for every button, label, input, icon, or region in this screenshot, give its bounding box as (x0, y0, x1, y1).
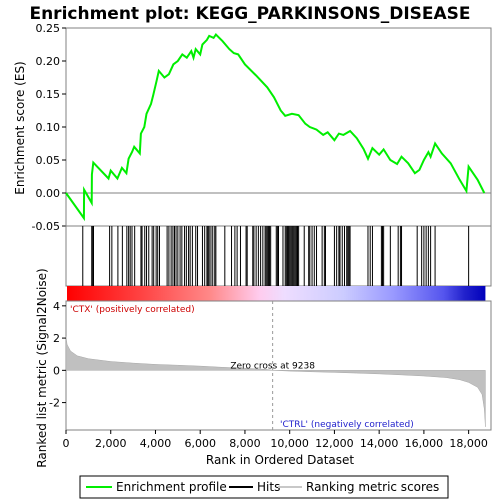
enrichment-panel: 0.25 0.20 0.15 0.10 0.05 0.00 -0.05 Enrichment… (13, 22, 492, 233)
es-y-axis-label: Enrichment score (ES) (13, 61, 27, 194)
legend-box (79, 475, 449, 499)
es-y-tick-label: 0.10 (36, 121, 61, 134)
legend-label-ranking-metric-scores: Ranking metric scores (306, 480, 439, 494)
x-tick-label: 0 (63, 437, 70, 450)
legend-item-hits: Hits (229, 480, 280, 494)
metric-y-tick-label: 0 (53, 364, 60, 377)
es-y-tick-label: 0.25 (36, 22, 61, 35)
zero-cross-label: Zero cross at 9238 (230, 361, 315, 371)
x-tick-label: 14,000 (360, 437, 399, 450)
metric-y-ticks: 4 2 0 -2 (49, 300, 66, 410)
metric-y-tick-label: 2 (53, 332, 60, 345)
legend-item-enrichment-profile: Enrichment profile (86, 480, 227, 494)
metric-y-tick-label: -2 (49, 397, 60, 410)
ranked-metric-area (65, 336, 486, 427)
es-y-tick-label: 0.05 (36, 154, 61, 167)
rank-colorbar (67, 286, 486, 301)
hits-panel (65, 225, 492, 287)
x-tick-label: 10,000 (270, 437, 309, 450)
x-axis-label: Rank in Ordered Dataset (206, 453, 354, 467)
x-tick-label: 16,000 (405, 437, 444, 450)
legend-item-ranking-metric-scores: Ranking metric scores (278, 480, 439, 494)
legend-label-enrichment-profile: Enrichment profile (116, 480, 227, 494)
hit-markers (82, 226, 470, 286)
legend: Enrichment profile Hits Ranking metric s… (79, 475, 449, 499)
x-tick-label: 4,000 (140, 437, 172, 450)
metric-y-tick-label: 4 (53, 300, 60, 313)
x-axis: 0 2,000 4,000 6,000 8,000 10,000 12,000 14,000 1… (63, 430, 488, 467)
es-y-tick-label: -0.05 (32, 220, 60, 233)
x-tick-label: 8,000 (229, 437, 261, 450)
metric-y-axis-label: Ranked list metric (Signal2Noise) (35, 268, 49, 467)
enrichment-profile-line (65, 33, 486, 222)
es-y-tick-label: 0.15 (36, 88, 61, 101)
es-y-tick-label: 0.00 (36, 187, 61, 200)
x-tick-label: 12,000 (315, 437, 354, 450)
negative-correlation-label: 'CTRL' (negatively correlated) (280, 420, 414, 430)
enrichment-panel-frame (65, 27, 492, 227)
x-tick-label: 18,000 (449, 437, 488, 450)
positive-correlation-label: 'CTX' (positively correlated) (70, 305, 195, 315)
es-y-tick-label: 0.20 (36, 55, 61, 68)
es-y-ticks: 0.25 0.20 0.15 0.10 0.05 0.00 -0.05 (32, 22, 66, 233)
rank-colorbar-strip (67, 286, 486, 301)
x-ticks: 0 2,000 4,000 6,000 8,000 10,000 12,000 14,000 1… (63, 430, 488, 450)
ranked-metric-panel: 4 2 0 -2 Zero cross at 9238 'CTX' (positive… (35, 268, 492, 468)
x-tick-label: 2,000 (95, 437, 127, 450)
x-tick-label: 6,000 (184, 437, 216, 450)
legend-label-hits: Hits (257, 480, 280, 494)
chart-title: Enrichment plot: KEGG_PARKINSONS_DISEASE (29, 4, 470, 24)
